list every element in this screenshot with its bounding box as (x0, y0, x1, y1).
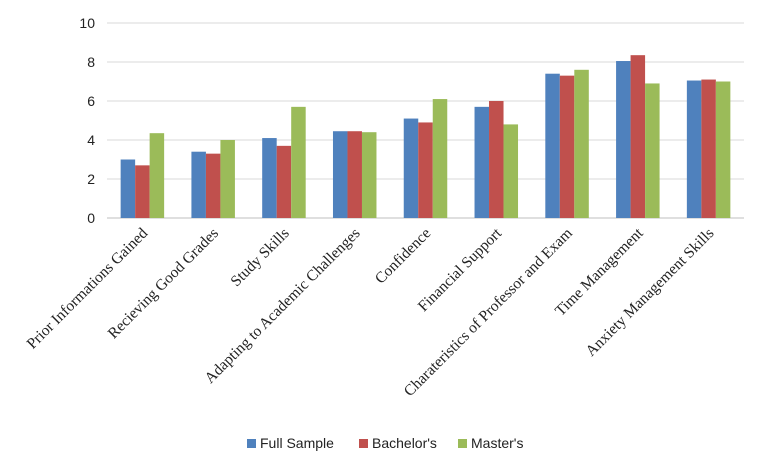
bar (545, 73, 560, 218)
bar (135, 165, 150, 218)
y-tick-label: 8 (87, 54, 95, 70)
bar (418, 122, 433, 218)
bar (489, 101, 504, 218)
bar (701, 79, 716, 218)
bar (574, 69, 589, 218)
bar (276, 145, 292, 218)
legend-label: Bachelor's (372, 435, 437, 451)
x-category-label: Confidence (372, 225, 435, 288)
bar (120, 159, 136, 218)
legend-swatch (458, 439, 467, 448)
y-tick-label: 6 (87, 93, 95, 109)
bar (332, 131, 348, 218)
bar (220, 140, 235, 218)
x-category-label: Anxiety Management Skills (582, 225, 717, 360)
bar (686, 80, 702, 218)
x-category-label: Study Skills (227, 225, 292, 290)
y-tick-label: 0 (87, 210, 95, 226)
bar (191, 151, 206, 218)
y-axis-tick-labels: 0 2 4 6 8 10 (79, 15, 95, 226)
bar (361, 132, 377, 218)
legend-swatch (247, 439, 256, 448)
bar (630, 55, 646, 219)
y-tick-label: 10 (79, 15, 95, 31)
bar (432, 99, 448, 218)
bar (503, 124, 519, 218)
x-category-label: Adapting to Academic Challenges (201, 225, 363, 387)
bar (205, 153, 221, 218)
legend-label: Full Sample (260, 435, 334, 451)
bar (149, 133, 165, 218)
bars (120, 55, 731, 219)
bar (403, 118, 419, 218)
legend-swatch (359, 439, 368, 448)
y-tick-label: 2 (87, 171, 95, 187)
bar (715, 81, 731, 218)
bar (291, 106, 306, 218)
x-category-label: Prior Informations Gained (24, 225, 152, 353)
bar (559, 75, 575, 219)
legend-label: Master's (471, 435, 523, 451)
bar (474, 106, 490, 218)
bar (262, 138, 277, 218)
bar (347, 131, 362, 218)
bar (616, 61, 631, 218)
bar (645, 83, 660, 218)
legend: Full Sample Bachelor's Master's (247, 435, 523, 451)
y-tick-label: 4 (87, 132, 95, 148)
